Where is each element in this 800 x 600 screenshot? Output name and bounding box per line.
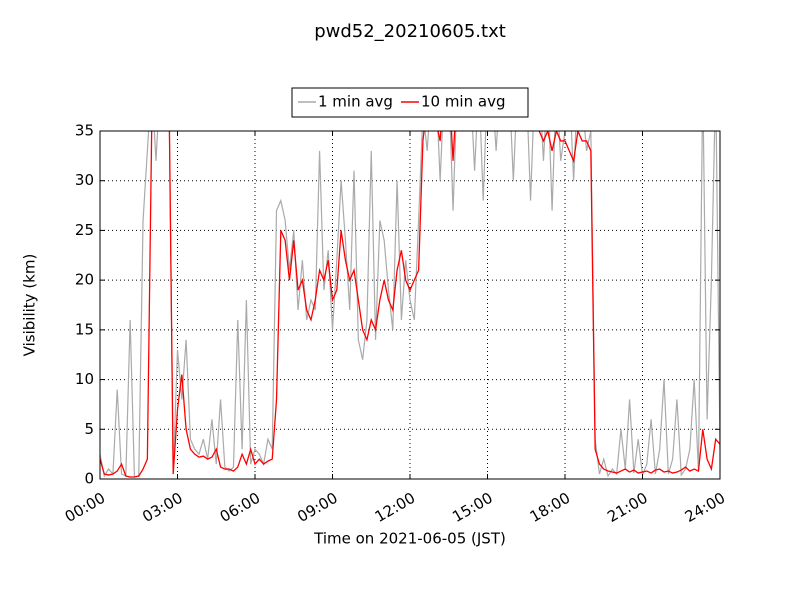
y-tick-label: 35 — [75, 122, 94, 140]
x-tick-label: 18:00 — [527, 489, 573, 526]
x-axis-label: Time on 2021-06-05 (JST) — [313, 530, 506, 548]
x-tick-label: 06:00 — [217, 489, 263, 526]
x-tick-label: 21:00 — [604, 489, 650, 526]
y-tick-label: 5 — [84, 420, 94, 438]
chart-title: pwd52_20210605.txt — [314, 21, 506, 42]
x-tick-label: 12:00 — [372, 489, 418, 526]
x-tick-label: 09:00 — [294, 489, 340, 526]
y-tick-label: 10 — [75, 370, 94, 388]
legend-label: 10 min avg — [421, 93, 506, 111]
x-tick-label: 15:00 — [449, 489, 495, 526]
series-line — [100, 131, 720, 478]
legend-label: 1 min avg — [318, 93, 393, 111]
series-line — [100, 131, 720, 478]
x-tick-label: 03:00 — [139, 489, 185, 526]
y-tick-label: 15 — [75, 320, 94, 338]
y-tick-label: 25 — [75, 221, 94, 239]
y-tick-label: 20 — [75, 271, 94, 289]
y-tick-label: 30 — [75, 171, 94, 189]
y-axis-label: Visibility (km) — [21, 254, 39, 357]
x-tick-label: 24:00 — [682, 489, 728, 526]
y-tick-label: 0 — [84, 470, 94, 488]
x-tick-label: 00:00 — [62, 489, 108, 526]
